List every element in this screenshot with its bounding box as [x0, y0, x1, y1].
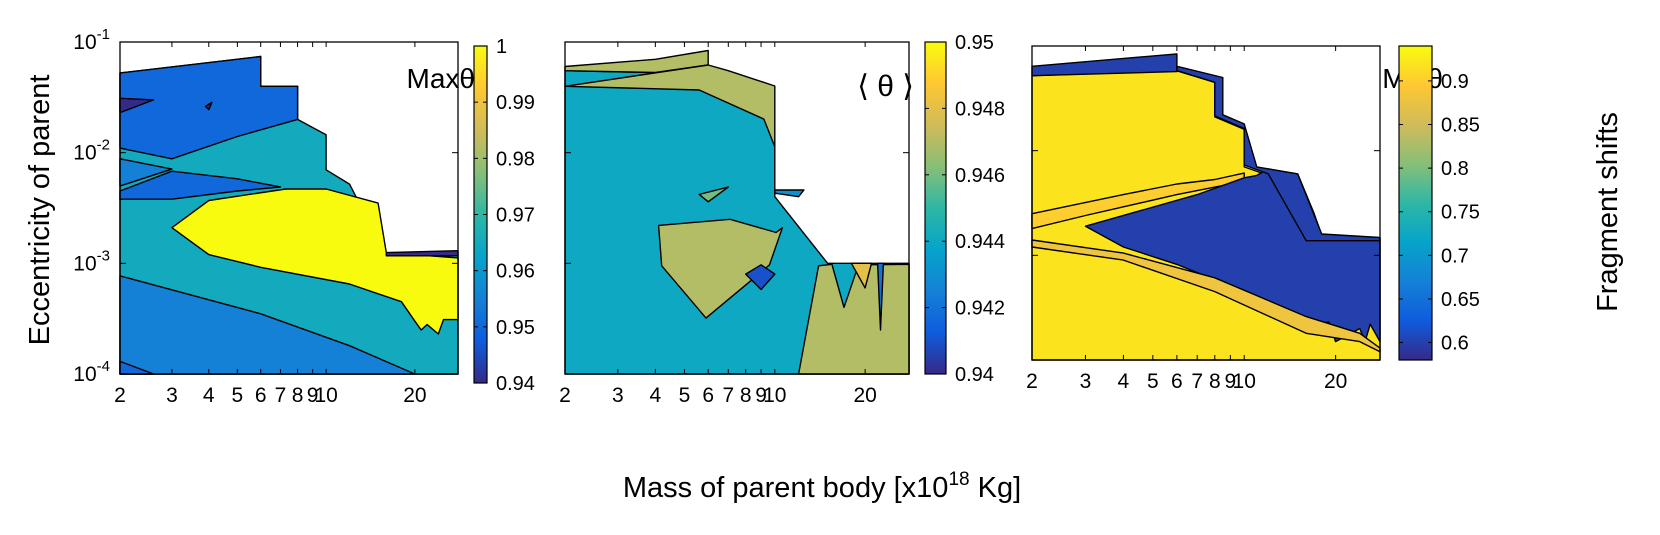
contour-region-max-4 — [119, 170, 282, 200]
y-tick-label: 10-2 — [73, 137, 110, 165]
y-tick-label: 10-4 — [73, 358, 110, 386]
contour-region-mean-9 — [876, 262, 885, 331]
x-axis-label: Mass of parent body [x1018 Kg] — [623, 469, 1021, 504]
x-tick-label-min: 5 — [1147, 370, 1159, 393]
colorbar-tick-label-min: 0.7 — [1441, 245, 1469, 267]
x-tick-label-min: 2 — [1026, 370, 1038, 393]
x-tick-label-max: 5 — [232, 384, 244, 407]
x-tick-label-min: 9 — [1224, 370, 1236, 393]
x-tick-label-min: 7 — [1191, 370, 1203, 393]
colorbar-tick-label-min: 0.8 — [1441, 158, 1469, 180]
x-tick-label-min: 8 — [1209, 370, 1221, 393]
colorbar-tick-label-max: 0.97 — [496, 205, 535, 227]
plot-frame-mean — [564, 41, 910, 375]
colorbar-tick-label-max: 0.99 — [496, 92, 535, 114]
x-tick-label-mean: 10 — [763, 384, 786, 407]
x-axis-label-exp: 18 — [948, 469, 969, 490]
x-tick-label-mean: 20 — [853, 384, 876, 407]
x-axis-label-tail: Kg] — [970, 472, 1022, 504]
x-tick-label-max: 2 — [114, 384, 126, 407]
plot-frame-min — [1031, 45, 1381, 361]
panel-max: 2 3 4 5 6 7 8 910 20 10-4 10-3 10-2 10-1 Maxθ — [73, 26, 475, 407]
colorbar-tick-label-max: 0.95 — [496, 317, 535, 339]
colorbar-tick-label-mean: 0.95 — [955, 32, 994, 54]
colorbar-label: Fragment shifts — [1592, 112, 1624, 312]
x-tick-label-max: 7 — [275, 384, 287, 407]
x-tick-label-mean: 2 — [559, 384, 571, 407]
colorbar-tick-label-mean: 0.942 — [955, 298, 1005, 320]
y-tick-label: 10-1 — [73, 26, 110, 54]
colorbar-tick-label-min: 0.9 — [1441, 71, 1469, 93]
x-tick-label-max: 4 — [203, 384, 215, 407]
panel-title-max: Maxθ — [407, 63, 475, 94]
colorbar-tick-label-mean: 0.94 — [955, 364, 994, 386]
colorbar-mean — [924, 41, 947, 375]
y-tick-label: 10-3 — [73, 247, 110, 275]
colorbar-tick-label-max: 0.96 — [496, 261, 535, 283]
x-tick-label-min: 20 — [1324, 370, 1347, 393]
contour-region-mean-4 — [797, 263, 910, 375]
x-tick-label-mean: 7 — [722, 384, 734, 407]
x-tick-label-min: 4 — [1118, 370, 1130, 393]
colorbar-tick-label-min: 0.85 — [1441, 115, 1480, 137]
contour-region-mean-2 — [564, 64, 776, 148]
colorbar-tick-label-max: 0.94 — [496, 373, 535, 395]
x-tick-label-min: 10 — [1233, 370, 1256, 393]
colorbar-tick-label-max: 0.98 — [496, 148, 535, 170]
x-tick-label-mean: 6 — [702, 384, 714, 407]
contour-region-mean-3 — [657, 218, 784, 319]
contour-region-max-8 — [171, 188, 459, 335]
x-axis-label-main: Mass of parent body [x10 — [623, 472, 949, 504]
x-tick-label-mean: 5 — [679, 384, 691, 407]
x-tick-label-max: 3 — [166, 384, 178, 407]
colorbar-tick-label-min: 0.75 — [1441, 202, 1480, 224]
colorbar-tick-label-min: 0.6 — [1441, 333, 1469, 355]
colorbar-tick-label-mean: 0.946 — [955, 165, 1005, 187]
panel-title-mean: ⟨ θ ⟩ — [857, 70, 914, 103]
colorbar-tick-label-mean: 0.948 — [955, 98, 1005, 120]
x-tick-label-mean: 4 — [650, 384, 662, 407]
colorbar-tick-label-mean: 0.944 — [955, 231, 1005, 253]
colorbar-tick-label-min: 0.65 — [1441, 289, 1480, 311]
panel-mean: 2 3 4 5 6 7 8 910 20 ⟨ θ ⟩ — [559, 41, 914, 407]
x-tick-label-max: 20 — [403, 384, 426, 407]
contour-region-mean-8 — [850, 262, 873, 289]
x-tick-label-min: 3 — [1080, 370, 1092, 393]
contour-region-min-1 — [1031, 172, 1245, 230]
x-tick-label-min: 6 — [1171, 370, 1183, 393]
x-tick-label-mean: 8 — [740, 384, 752, 407]
colorbar-min — [1398, 45, 1433, 361]
y-axis-label: Eccentricity of parent — [24, 75, 56, 346]
x-tick-label-max: 9 — [307, 384, 319, 407]
colorbar-tick-label-max: 1 — [496, 36, 507, 58]
contour-region-max-7 — [204, 101, 213, 111]
x-tick-label-max: 8 — [292, 384, 304, 407]
contour-region-mean-6 — [774, 189, 805, 198]
x-tick-label-max: 10 — [314, 384, 337, 407]
x-tick-label-mean: 3 — [612, 384, 624, 407]
contour-region-mean-7 — [698, 186, 729, 203]
plot-frame-max — [119, 41, 459, 375]
x-tick-label-mean: 9 — [755, 384, 767, 407]
x-tick-label-max: 6 — [255, 384, 267, 407]
contour-region-mean-5 — [745, 264, 776, 291]
